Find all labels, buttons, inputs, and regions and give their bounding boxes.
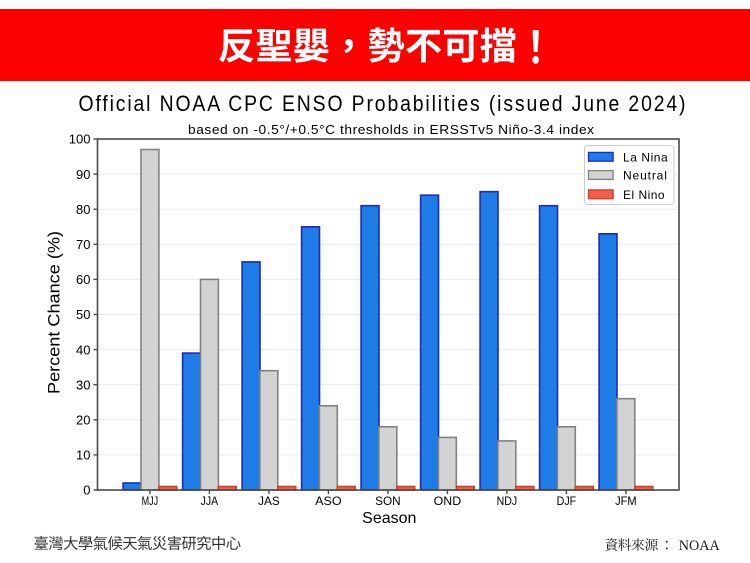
svg-text:DJF: DJF: [557, 494, 577, 508]
svg-text:JFM: JFM: [615, 494, 637, 508]
svg-text:ASO: ASO: [315, 494, 342, 508]
svg-text:0: 0: [83, 483, 90, 498]
svg-text:10: 10: [76, 448, 90, 463]
svg-text:Neutral: Neutral: [623, 169, 667, 183]
svg-text:50: 50: [76, 307, 90, 322]
svg-text:Official NOAA CPC ENSO Probabi: Official NOAA CPC ENSO Probabilities (is…: [79, 92, 686, 117]
svg-text:30: 30: [76, 377, 90, 392]
svg-text:Percent Chance (%): Percent Chance (%): [46, 231, 64, 394]
svg-text:based on -0.5°/+0.5°C threshol: based on -0.5°/+0.5°C thresholds in ERSS…: [188, 122, 594, 137]
svg-text:MJJ: MJJ: [142, 494, 159, 508]
svg-text:La Nina: La Nina: [623, 150, 668, 164]
svg-text:Season: Season: [362, 510, 416, 527]
svg-text:20: 20: [76, 413, 90, 428]
svg-text:80: 80: [76, 202, 90, 217]
svg-text:El Nino: El Nino: [623, 188, 665, 202]
svg-text:JAS: JAS: [258, 494, 280, 508]
svg-text:70: 70: [76, 237, 90, 252]
svg-text:SON: SON: [375, 494, 401, 508]
svg-text:NOAA: NOAA: [679, 538, 721, 554]
svg-text:JJA: JJA: [201, 494, 219, 508]
svg-text:100: 100: [69, 132, 91, 147]
svg-text:OND: OND: [434, 494, 462, 508]
svg-text:NDJ: NDJ: [497, 494, 518, 508]
svg-text:40: 40: [76, 342, 90, 357]
svg-text:90: 90: [76, 167, 90, 182]
svg-text:60: 60: [76, 272, 90, 287]
